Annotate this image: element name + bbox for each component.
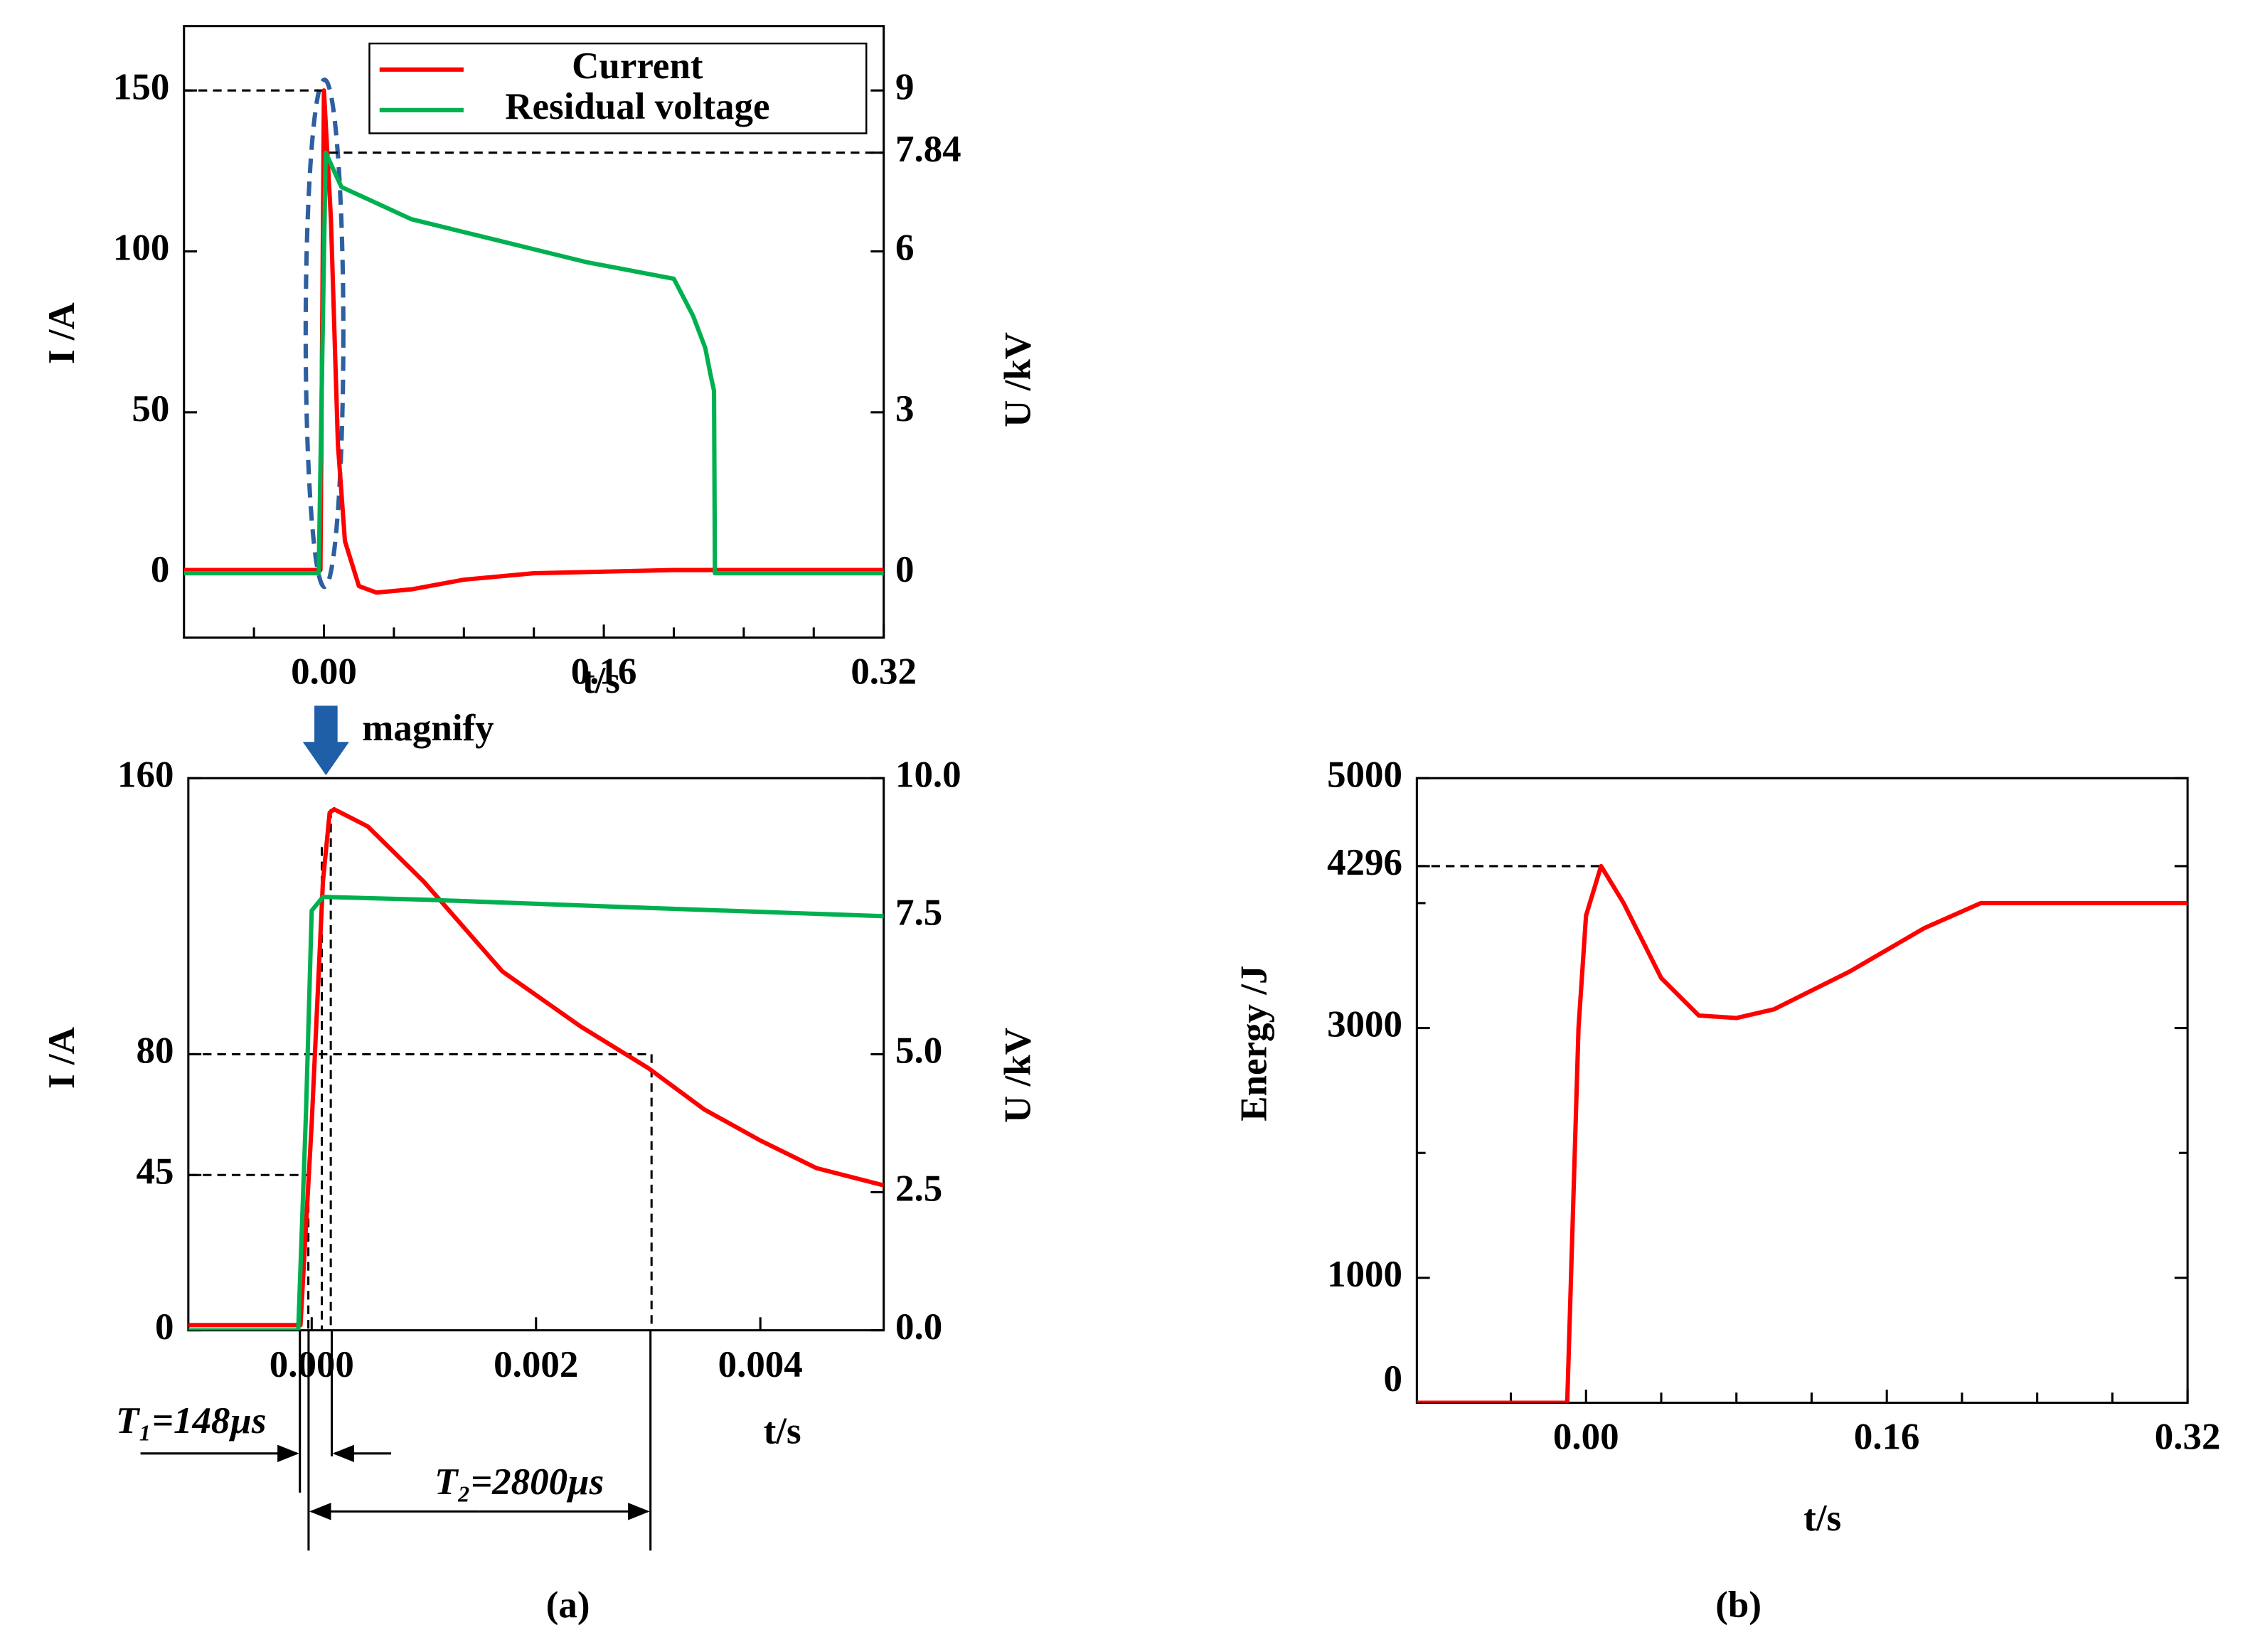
x-axis-label: t/s xyxy=(1803,1498,1841,1539)
x-tick-label: 0.004 xyxy=(718,1344,803,1385)
x-axis-label: t/s xyxy=(582,660,620,701)
y2-tick-label: 0 xyxy=(895,549,914,590)
y-tick-label: 5000 xyxy=(1327,754,1402,795)
magnify-arrow xyxy=(302,705,349,776)
x-tick-label: 0.00 xyxy=(291,651,357,693)
legend-label: Residual voltage xyxy=(505,86,769,127)
y2-axis-label: U /kV xyxy=(997,332,1038,427)
magnify-label: magnify xyxy=(362,708,494,749)
t2-label: T₂=2800µs xyxy=(435,1461,604,1503)
legend-box xyxy=(368,42,868,134)
data-line xyxy=(188,895,884,1331)
y-tick-label: 0 xyxy=(151,549,169,590)
y2-tick-label: 10.0 xyxy=(895,754,961,795)
x-tick-label: 0.16 xyxy=(1854,1417,1920,1458)
y-tick-label: 50 xyxy=(132,388,169,430)
y-tick-label: 4296 xyxy=(1327,842,1402,883)
x-tick-label: 0.000 xyxy=(270,1344,354,1385)
y-tick-label: 1000 xyxy=(1327,1254,1402,1295)
data-line xyxy=(183,150,884,576)
x-tick-label: 0.32 xyxy=(851,651,917,693)
highlight-ellipse xyxy=(303,78,346,590)
data-line xyxy=(1417,863,2188,1403)
y-tick-label: 3000 xyxy=(1327,1004,1402,1045)
x-tick-label: 0.002 xyxy=(494,1344,578,1385)
x-tick-label: 0.16 xyxy=(571,651,637,693)
y-tick-label: 0 xyxy=(155,1306,174,1348)
y-axis-label: I /A xyxy=(41,302,82,364)
y2-tick-label: 3 xyxy=(895,388,914,430)
panel-label: (b) xyxy=(1715,1584,1761,1626)
y2-tick-label: 2.5 xyxy=(895,1168,942,1210)
y2-tick-label: 7.5 xyxy=(895,892,942,933)
legend-label: Current xyxy=(572,46,703,87)
y2-tick-label: 9 xyxy=(895,66,914,107)
y-tick-label: 150 xyxy=(113,66,169,107)
x-tick-label: 0.32 xyxy=(2155,1417,2221,1458)
y2-axis-label: U /kV xyxy=(997,1028,1038,1123)
data-line xyxy=(188,806,884,1328)
y-tick-label: 80 xyxy=(136,1030,174,1072)
y-axis-label: Energy /J xyxy=(1233,966,1274,1121)
x-tick-label: 0.00 xyxy=(1553,1417,1619,1458)
y2-tick-label: 0.0 xyxy=(895,1306,942,1348)
y-tick-label: 45 xyxy=(136,1151,174,1192)
t1-label: T₁=148µs xyxy=(116,1400,267,1441)
y2-tick-label: 6 xyxy=(895,228,914,269)
y-tick-label: 0 xyxy=(1384,1358,1402,1400)
y-axis-label: I /A xyxy=(41,1027,82,1089)
plot-frame xyxy=(1415,777,2189,1405)
y2-tick-label: 5.0 xyxy=(895,1030,942,1072)
time-markers xyxy=(140,1330,652,1551)
x-axis-label: t/s xyxy=(764,1410,801,1451)
y2-tick-label: 7.84 xyxy=(895,129,961,170)
panel-label: (a) xyxy=(546,1584,590,1626)
y-tick-label: 100 xyxy=(113,228,169,269)
y-tick-label: 160 xyxy=(117,754,174,795)
data-line xyxy=(183,88,884,595)
